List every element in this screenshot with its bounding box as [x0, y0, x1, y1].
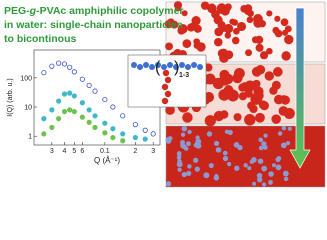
svg-text:): ) [174, 59, 179, 76]
data-point [71, 108, 77, 115]
x-tick-label: 2 [133, 148, 137, 155]
x-tick-label: 5 [72, 148, 76, 155]
data-point [132, 134, 138, 141]
data-point [79, 114, 85, 120]
title-part: PEG- [4, 5, 30, 17]
data-point [71, 69, 77, 75]
chart: 1 10 100 3 4 5 6 0.1 2 3 Q (Å⁻¹) I(Q) (arb. u.) [7, 49, 161, 165]
data-point [41, 131, 47, 137]
data-point [41, 116, 47, 122]
data-point [110, 134, 116, 141]
data-point [102, 120, 108, 126]
data-point [61, 61, 68, 67]
x-tick-label: 3 [151, 148, 155, 155]
title-part: -PVAc amphiphilic copolymer [36, 5, 183, 17]
data-point [92, 113, 98, 119]
data-point [132, 122, 138, 128]
title-line: to bicontinous [4, 33, 76, 45]
data-point [142, 127, 148, 133]
data-point [102, 130, 108, 136]
data-point [110, 104, 116, 110]
data-point [79, 76, 85, 82]
data-point [41, 70, 47, 76]
data-point [49, 107, 55, 113]
diagram-label: 1-3 [179, 72, 189, 79]
data-point [56, 116, 62, 122]
data-point [49, 63, 55, 69]
data-point [67, 64, 73, 70]
data-point [79, 100, 85, 106]
svg-text:(: ( [155, 59, 161, 76]
y-axis-label: I(Q) (arb. u.) [7, 78, 14, 117]
y-tick-label: 100 [20, 75, 32, 82]
data-point [67, 107, 73, 113]
x-tick-label: 6 [80, 148, 84, 155]
data-point [49, 124, 55, 131]
data-point [120, 138, 126, 144]
data-point [120, 131, 126, 137]
title-line: PEG-g-PVAc amphiphilic copolymer [4, 5, 184, 17]
data-point [61, 108, 68, 115]
title-part: g [29, 5, 37, 17]
data-point [56, 98, 62, 104]
y-tick-label: 10 [24, 105, 32, 112]
x-tick-label: 4 [63, 148, 67, 155]
data-point [120, 113, 126, 119]
data-point [86, 82, 92, 89]
data-point [110, 126, 116, 132]
data-point [92, 124, 98, 131]
graphical-abstract: PEG-g-PVAc amphiphilic copolymer in wate… [4, 1, 326, 188]
polymer-diagram: ( ) 1-3 [127, 54, 207, 108]
data-point [102, 96, 108, 103]
data-point [67, 90, 73, 96]
data-point [150, 131, 156, 137]
data-point [61, 91, 68, 97]
y-tick-label: 1 [28, 134, 32, 141]
data-point [92, 88, 98, 94]
arrow [289, 7, 311, 169]
data-point [142, 136, 148, 142]
data-point [71, 93, 77, 99]
data-point [56, 60, 62, 66]
x-tick-label: 3 [50, 148, 54, 155]
title-line: in water: single-chain nanoparticles [4, 19, 183, 31]
data-point [86, 107, 92, 113]
x-tick-label: 0.1 [100, 148, 110, 155]
x-axis-label: Q (Å⁻¹) [94, 156, 120, 165]
data-point [86, 119, 92, 125]
